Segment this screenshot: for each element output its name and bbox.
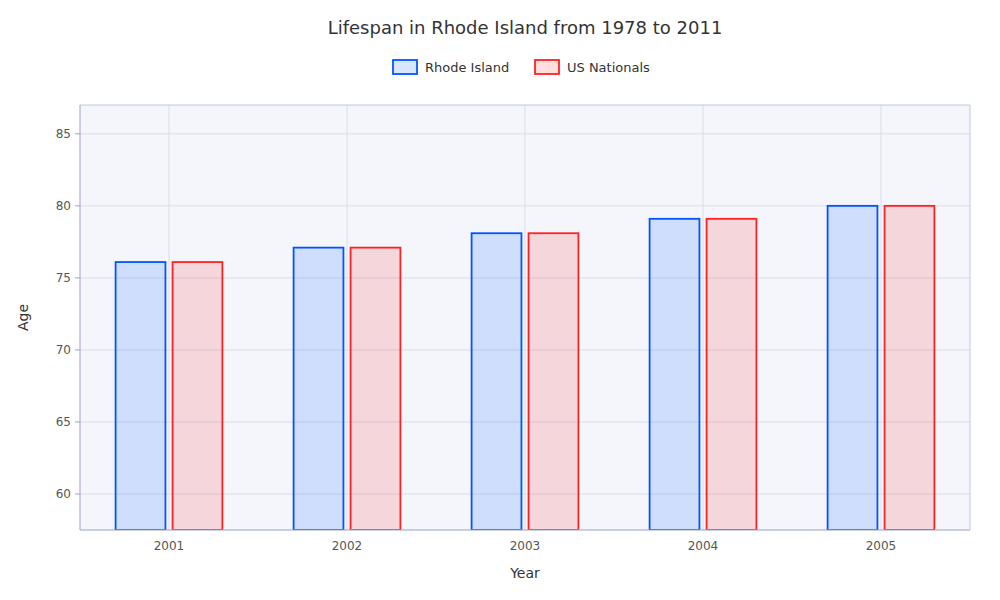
bar: [116, 262, 166, 530]
bar: [707, 219, 757, 530]
grid-line: [347, 105, 348, 530]
y-tick-label: 85: [56, 127, 71, 141]
legend-label: Rhode Island: [425, 60, 509, 75]
bar: [529, 233, 579, 530]
y-tick-label: 80: [56, 199, 71, 213]
x-tick-label: 2004: [688, 539, 719, 553]
y-tick-label: 65: [56, 415, 71, 429]
legend: Rhode Island US Nationals: [393, 60, 650, 75]
legend-swatch: [393, 60, 417, 74]
grid-line: [881, 105, 882, 530]
x-tick-label: 2003: [510, 539, 541, 553]
y-tick: [75, 421, 80, 422]
bar: [828, 206, 878, 530]
chart: 60 65 70 75 80 85 2001 2002 2003 2004 2005 Lifespan…: [0, 0, 1000, 600]
y-axis-line: [80, 105, 81, 530]
x-axis-label: Year: [509, 565, 540, 581]
title: Lifespan in Rhode Island from 1978 to 20…: [328, 17, 723, 38]
y-tick: [75, 205, 80, 206]
plot-area: [80, 105, 970, 530]
y-tick-label: 75: [56, 271, 71, 285]
bar: [472, 233, 522, 530]
bar: [294, 248, 344, 530]
x-tick-label: 2005: [866, 539, 897, 553]
legend-swatch: [535, 60, 559, 74]
bar: [173, 262, 223, 530]
x-tick-label: 2001: [154, 539, 185, 553]
bars: [116, 206, 935, 530]
y-tick-label: 60: [56, 487, 71, 501]
bar: [885, 206, 935, 530]
x-tick-label: 2002: [332, 539, 363, 553]
plot-frame: [970, 105, 971, 530]
y-tick: [75, 493, 80, 494]
legend-label: US Nationals: [567, 60, 650, 75]
plot-frame: [80, 105, 970, 106]
grid-line: [525, 105, 526, 530]
bar: [351, 248, 401, 530]
y-tick: [75, 277, 80, 278]
y-tick-label: 70: [56, 343, 71, 357]
y-tick: [75, 349, 80, 350]
y-axis-label: Age: [15, 304, 31, 331]
grid-line: [703, 105, 704, 530]
x-axis-line: [80, 530, 970, 531]
y-tick: [75, 133, 80, 134]
grid-line: [169, 105, 170, 530]
grid: [80, 105, 970, 530]
chart-container: 60 65 70 75 80 85 2001 2002 2003 2004 2005 Lifespan…: [0, 0, 1000, 600]
bar: [650, 219, 700, 530]
